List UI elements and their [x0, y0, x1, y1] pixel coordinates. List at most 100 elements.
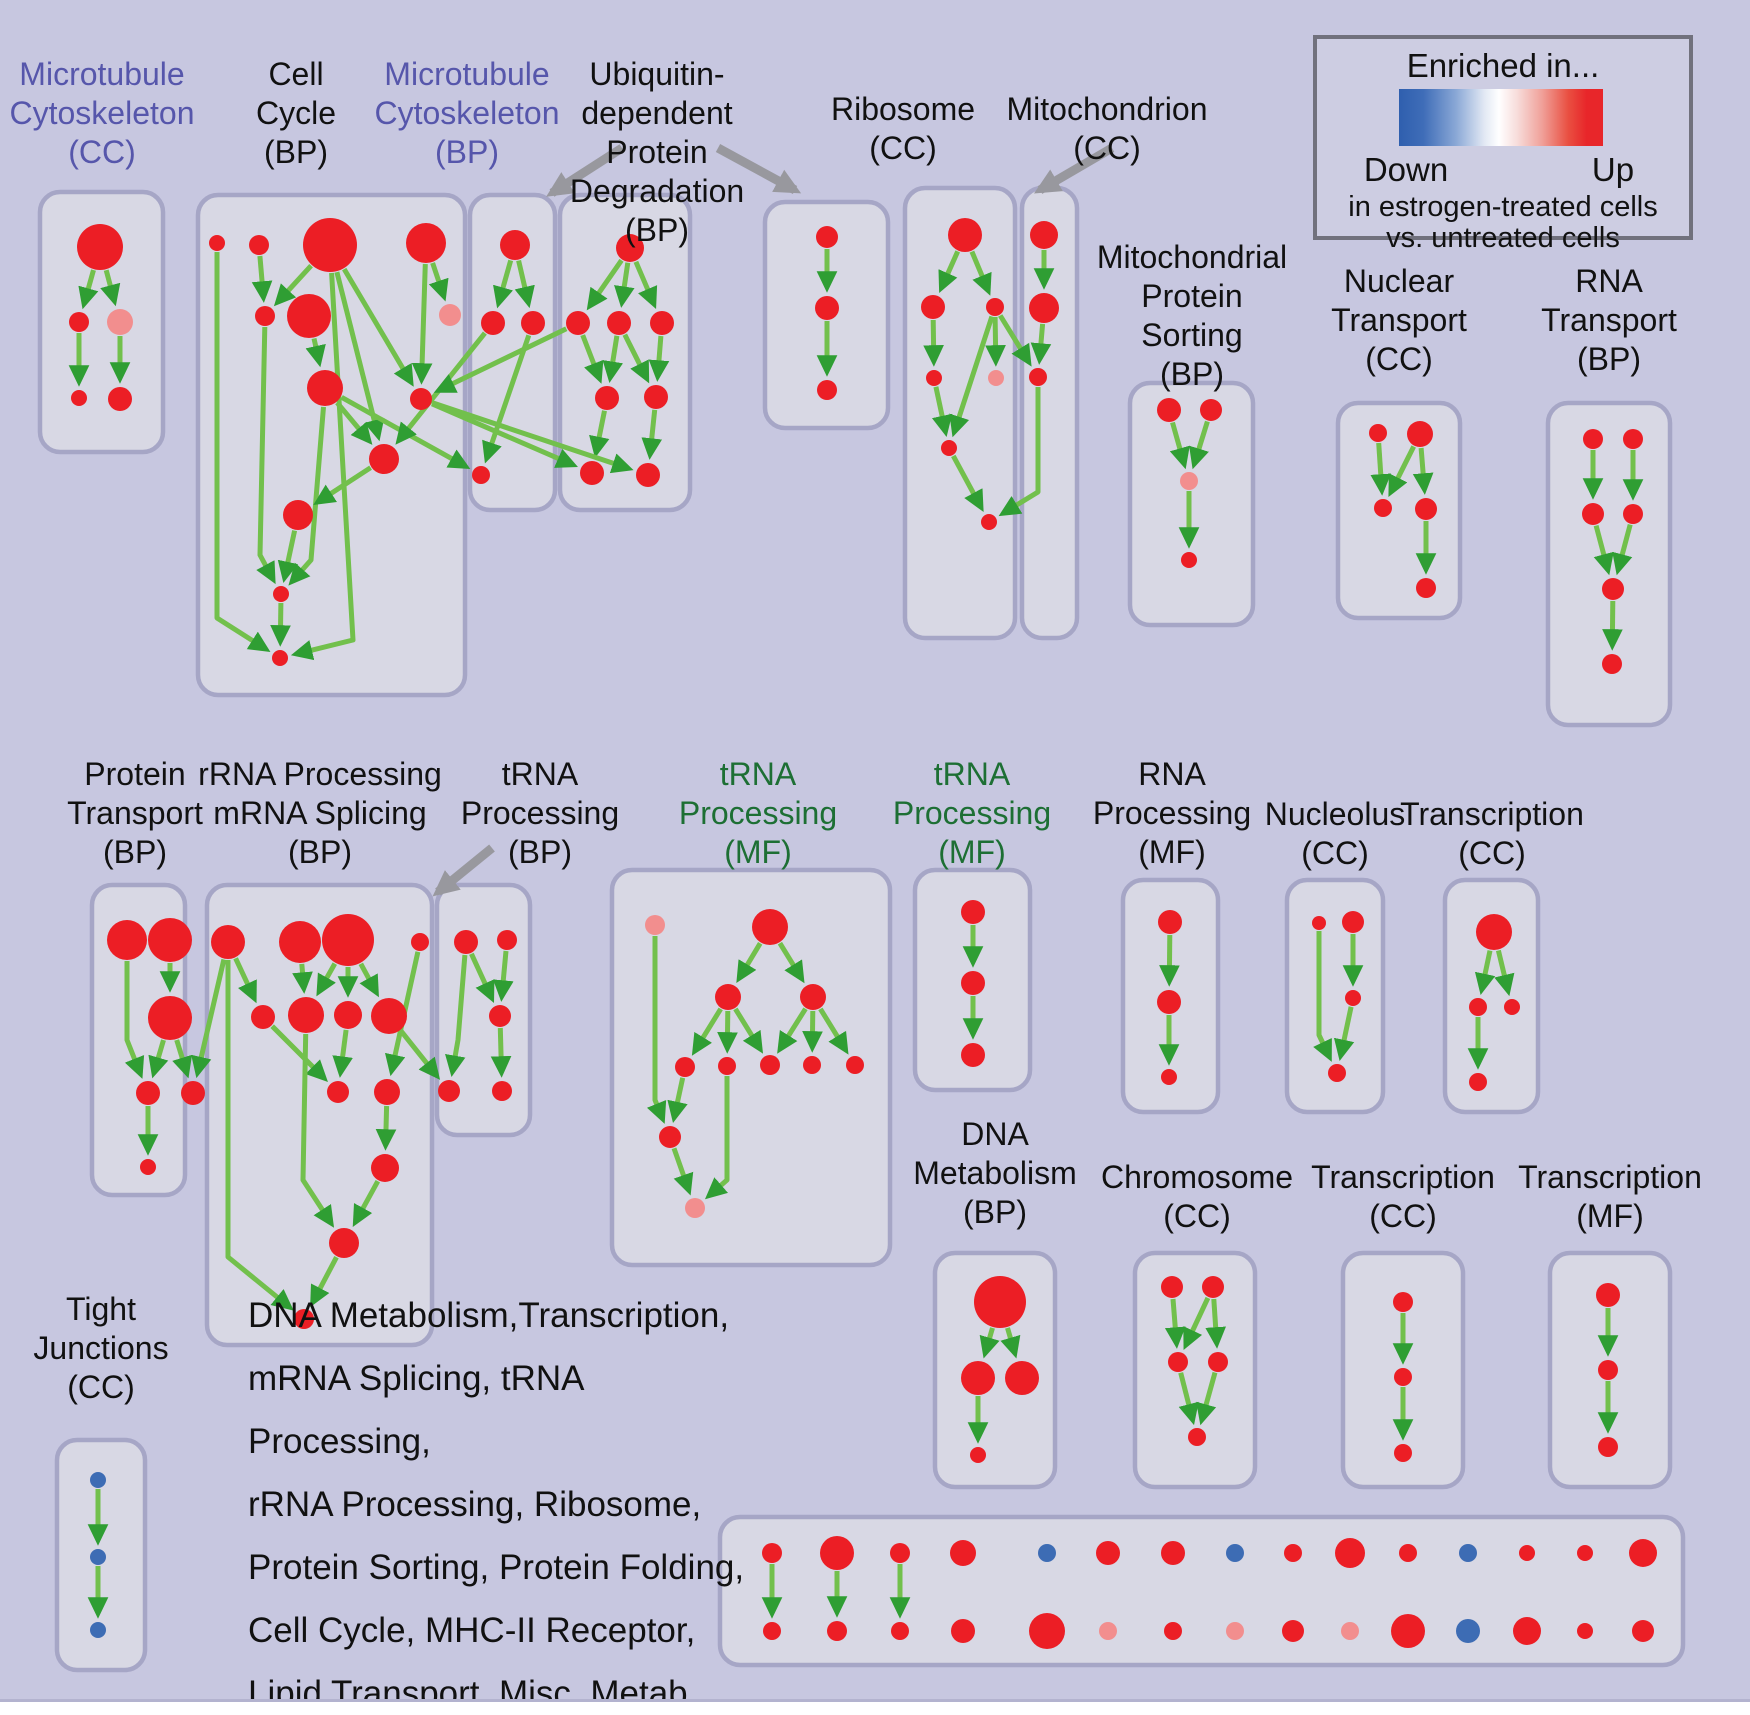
edge-arrow-ribosome	[938, 250, 960, 294]
node-red	[816, 226, 838, 248]
edge-arrow-cell-cycle	[273, 264, 313, 307]
node-red	[890, 1543, 910, 1563]
edge-arrow-cell-cycle	[288, 406, 326, 586]
node-red	[255, 306, 275, 326]
edge-arrow-trna-mf-a	[704, 1076, 730, 1200]
cross-edge-arrow	[433, 326, 568, 393]
node-blue	[1456, 1619, 1480, 1643]
node-red	[580, 461, 604, 485]
edge-arrow-nucleolus	[1333, 1006, 1355, 1062]
edge-arrow-ubiquitin-a	[633, 260, 658, 309]
edge-arrow-trna-mf-a	[646, 936, 667, 1124]
edge-arrow-cell-cycle	[256, 326, 276, 585]
node-red	[817, 380, 837, 400]
cluster-box-dna-metabolism	[932, 1250, 1058, 1490]
cluster-box-protein-transport	[89, 882, 188, 1198]
node-red	[1030, 221, 1058, 249]
node-blue	[90, 1472, 106, 1488]
edge-arrow-ribosome	[931, 386, 953, 438]
node-pink	[1341, 1622, 1359, 1640]
cluster-box-nuclear-transport	[1335, 400, 1463, 621]
node-red	[1407, 421, 1433, 447]
node-red	[1312, 916, 1326, 930]
node-red	[497, 930, 517, 950]
node-red	[846, 1056, 864, 1074]
node-red	[921, 295, 945, 319]
node-blue	[1459, 1544, 1477, 1562]
node-red	[636, 463, 660, 487]
edge-arrow-cell-cycle	[270, 602, 291, 647]
edge-arrow-trna-bp	[492, 950, 514, 1002]
edge-arrow-chromosome	[1183, 1296, 1211, 1351]
node-red	[675, 1057, 695, 1077]
node-red	[77, 224, 123, 270]
node-red	[369, 444, 399, 474]
node-red	[1161, 1069, 1177, 1085]
node-red	[1208, 1352, 1228, 1372]
node-red	[961, 971, 985, 995]
node-red	[1598, 1437, 1618, 1457]
node-red	[827, 1621, 847, 1641]
node-red	[371, 1154, 399, 1182]
node-red	[644, 385, 668, 409]
node-red	[981, 514, 997, 530]
edge-arrow-rna-transport	[1593, 524, 1614, 576]
cluster-box-rna-transport	[1545, 400, 1673, 728]
node-red	[1282, 1620, 1304, 1642]
edge-arrow-microtubule-bp	[482, 334, 532, 464]
node-red	[69, 312, 89, 332]
edge-arrow-ubiquitin-a	[614, 262, 635, 308]
edge-arrow-ribosome	[949, 315, 995, 438]
node-red	[1181, 552, 1197, 568]
node-red	[329, 1228, 359, 1258]
node-red	[1416, 578, 1436, 598]
node-red	[800, 984, 826, 1010]
edge-arrow-cell-cycle	[277, 530, 299, 584]
edge-arrow-protein-transport	[172, 1039, 193, 1079]
node-red	[492, 1081, 512, 1101]
node-red	[209, 235, 225, 251]
node-red	[948, 218, 982, 252]
node-red	[1188, 1428, 1206, 1446]
cluster-box-mitochondrion	[1019, 185, 1080, 641]
edge-arrow-rrna-processing	[352, 1179, 380, 1227]
node-red	[1476, 914, 1512, 950]
edge-arrow-cell-cycle	[411, 263, 433, 385]
edge-arrow-trna-mf-a	[818, 1007, 849, 1055]
node-red	[986, 298, 1004, 316]
node-red	[307, 370, 343, 406]
legend-subtitle-2: vs. untreated cells	[1386, 222, 1620, 254]
node-red	[438, 1080, 460, 1102]
node-red	[961, 1043, 985, 1067]
edge-arrow-transcription-cc-a	[1474, 950, 1496, 996]
node-blue	[1038, 1544, 1056, 1562]
node-red	[659, 1126, 681, 1148]
edge-arrow-cell-cycle	[334, 271, 385, 442]
node-red	[288, 997, 324, 1033]
node-red	[1369, 424, 1387, 442]
cross-edge-arrow	[431, 400, 634, 474]
legend: Enriched in... Down Up in estrogen-treat…	[1313, 35, 1693, 254]
node-red	[1519, 1545, 1535, 1561]
edge-arrow-protein-transport	[148, 1039, 169, 1079]
node-red	[1577, 1545, 1593, 1561]
node-red	[1005, 1361, 1039, 1395]
node-red	[1629, 1539, 1657, 1567]
node-pink	[685, 1198, 705, 1218]
edge-arrow-ubiquitin-a	[648, 335, 670, 382]
node-red	[140, 1159, 156, 1175]
node-red	[1029, 1613, 1065, 1649]
edge-arrow-rrna-processing	[316, 962, 337, 997]
node-red	[211, 925, 245, 959]
node-red	[1415, 498, 1437, 520]
edge-arrow-ubiquitin-a	[602, 335, 624, 383]
node-red	[272, 650, 288, 666]
legend-down-label: Down	[1363, 151, 1449, 188]
cross-edge-arrow	[998, 387, 1041, 517]
node-red	[454, 930, 478, 954]
node-red	[273, 586, 289, 602]
node-pink	[1180, 472, 1198, 490]
legend-subtitle-1: in estrogen-treated cells	[1348, 191, 1658, 223]
edge-arrow-ubiquitin-a	[622, 333, 650, 384]
